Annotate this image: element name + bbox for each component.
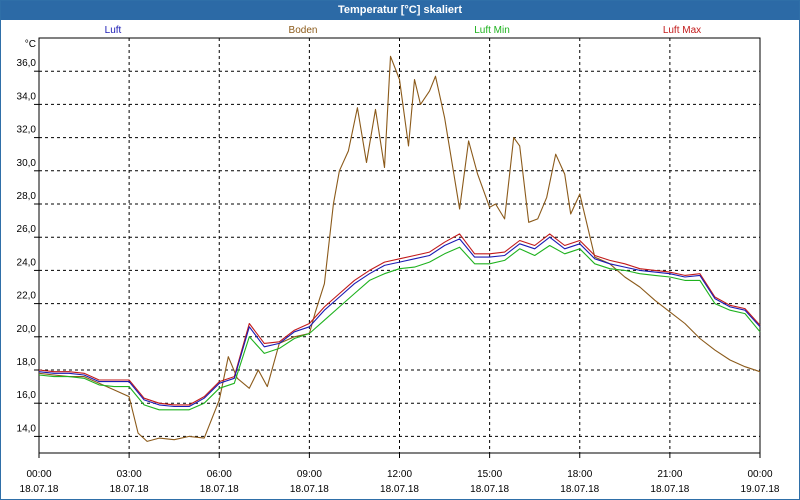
y-tick-label: 16,0 xyxy=(17,390,37,401)
y-tick-label: 14,0 xyxy=(17,423,37,434)
y-tick-label: 32,0 xyxy=(17,125,37,136)
x-tick-time: 21:00 xyxy=(657,469,682,480)
y-tick-label: 24,0 xyxy=(17,257,37,268)
series-lines xyxy=(38,55,761,442)
x-tick-date: 18.07.18 xyxy=(380,484,419,495)
chart-title: Temperatur [°C] skaliert xyxy=(1,1,799,20)
x-tick-time: 00:00 xyxy=(747,469,772,480)
series-line-luft xyxy=(38,236,761,408)
y-tick-label: 28,0 xyxy=(17,191,37,202)
x-tick-date: 18.07.18 xyxy=(20,484,59,495)
legend-entry-luft-min: Luft Min xyxy=(474,25,510,36)
y-tick-label: 30,0 xyxy=(17,158,37,169)
axes xyxy=(34,37,761,458)
series-line-luft-max xyxy=(38,233,761,406)
x-tick-date: 18.07.18 xyxy=(110,484,149,495)
legend-entry-luft: Luft xyxy=(105,25,122,36)
x-tick-time: 00:00 xyxy=(26,469,51,480)
grid xyxy=(38,38,761,453)
x-tick-date: 18.07.18 xyxy=(200,484,239,495)
x-tick-time: 09:00 xyxy=(297,469,322,480)
legend-entry-boden: Boden xyxy=(289,25,318,36)
x-tick-time: 03:00 xyxy=(117,469,142,480)
series-line-luft-min xyxy=(38,244,761,411)
y-tick-label: 20,0 xyxy=(17,324,37,335)
x-tick-time: 15:00 xyxy=(477,469,502,480)
series-line-boden xyxy=(38,55,761,442)
y-tick-label: 26,0 xyxy=(17,224,37,235)
axis-labels: 14,0 16,0 18,0 20,0 22,0 24,0 26,0 28,0 30,0 32,0… xyxy=(17,39,780,495)
x-tick-date: 18.07.18 xyxy=(650,484,689,495)
y-tick-label: 36,0 xyxy=(17,58,37,69)
legend-entry-luft-max: Luft Max xyxy=(663,25,701,36)
x-tick-date: 18.07.18 xyxy=(470,484,509,495)
legend: Luft Boden Luft Min Luft Max xyxy=(105,25,702,36)
x-tick-date: 18.07.18 xyxy=(560,484,599,495)
x-tick-date: 19.07.18 xyxy=(741,484,780,495)
x-tick-date: 18.07.18 xyxy=(290,484,329,495)
plot-frame xyxy=(38,37,761,454)
y-tick-label: 22,0 xyxy=(17,291,37,302)
x-tick-time: 18:00 xyxy=(567,469,592,480)
y-tick-label: 34,0 xyxy=(17,91,37,102)
y-tick-label: 18,0 xyxy=(17,357,37,368)
x-tick-time: 12:00 xyxy=(387,469,412,480)
y-axis-label: °C xyxy=(25,39,36,50)
x-tick-time: 06:00 xyxy=(207,469,232,480)
